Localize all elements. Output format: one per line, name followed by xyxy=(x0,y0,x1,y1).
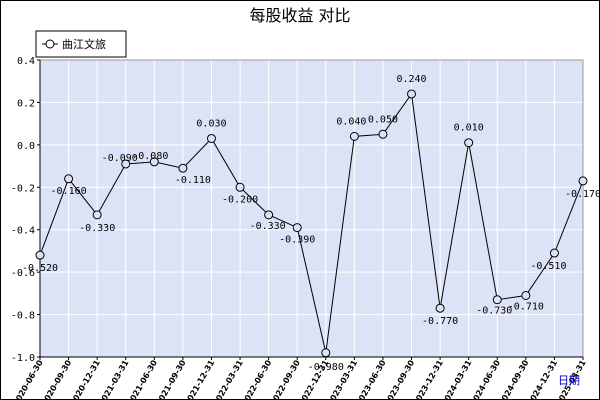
y-axis: 0.4 0.2 0.0 -0.2 -0.4 -0.6 -0.8 -1.0 xyxy=(11,56,41,364)
data-point-marker xyxy=(378,129,388,139)
x-tick-label: 2022-03-31 xyxy=(211,358,245,400)
data-point-marker xyxy=(264,210,274,220)
data-point-marker xyxy=(178,163,188,173)
x-tick-label: 2023-06-30 xyxy=(354,358,388,400)
y-tick-label: -1.0 xyxy=(11,353,35,364)
data-label: -0.330 xyxy=(250,221,286,232)
data-label: -0.770 xyxy=(422,316,458,327)
data-point-marker xyxy=(492,295,502,305)
x-tick-label: 2020-06-30 xyxy=(11,358,45,400)
legend-series-name: 曲江文旅 xyxy=(62,37,106,51)
x-tick-label: 2020-12-31 xyxy=(69,358,103,400)
x-axis: 2020-06-302020-09-302020-12-312021-03-31… xyxy=(11,356,588,400)
date-axis-link[interactable]: 日期 xyxy=(558,374,580,387)
data-label: 0.040 xyxy=(336,116,366,127)
data-point-marker xyxy=(149,157,159,167)
data-label: -0.980 xyxy=(308,362,344,373)
data-point-marker xyxy=(121,159,131,169)
x-tick-label: 2023-12-31 xyxy=(411,358,445,400)
data-label: -0.510 xyxy=(530,261,566,272)
y-tick-label: -0.4 xyxy=(11,226,35,237)
x-tick-label: 2024-12-31 xyxy=(526,358,560,400)
y-tick-label: -0.6 xyxy=(11,268,35,279)
data-point-marker xyxy=(292,223,302,233)
data-label: -0.200 xyxy=(222,194,258,205)
data-label: -0.160 xyxy=(51,186,87,197)
x-tick-label: 2024-06-30 xyxy=(469,358,503,400)
data-point-marker xyxy=(206,133,216,143)
data-point-marker xyxy=(349,131,359,141)
x-tick-label: 2021-12-31 xyxy=(183,358,217,400)
data-point-marker xyxy=(578,176,588,186)
data-label: -0.730 xyxy=(476,306,512,317)
data-point-marker xyxy=(35,250,45,260)
data-point-marker xyxy=(435,303,445,313)
y-tick-label: -0.8 xyxy=(11,311,35,322)
data-point-marker xyxy=(521,290,531,300)
data-point-marker xyxy=(64,174,74,184)
data-label: -0.710 xyxy=(508,301,544,312)
data-point-marker xyxy=(235,182,245,192)
data-point-marker xyxy=(407,89,417,99)
data-label: 0.030 xyxy=(196,118,226,129)
series-line xyxy=(39,92,584,353)
data-label: -0.090 xyxy=(102,153,138,164)
x-tick-label: 2021-09-30 xyxy=(154,358,188,400)
chart-title: 每股收益 对比 xyxy=(249,6,350,25)
data-label: -0.170 xyxy=(565,189,600,200)
x-tick-label: 2022-09-30 xyxy=(269,358,303,400)
plot-area xyxy=(39,59,584,358)
x-tick-label: 2021-03-31 xyxy=(97,358,131,400)
legend: 曲江文旅 xyxy=(35,30,127,58)
data-point-marker xyxy=(464,138,474,148)
y-tick-label: 0.4 xyxy=(17,56,35,67)
plot-background xyxy=(40,60,583,357)
data-label: -0.390 xyxy=(279,235,315,246)
data-point-marker xyxy=(549,248,559,258)
y-tick-label: -0.2 xyxy=(11,183,35,194)
data-label: -0.520 xyxy=(22,263,58,274)
x-tick-label: 2022-06-30 xyxy=(240,358,274,400)
data-point-marker xyxy=(92,210,102,220)
data-label: -0.110 xyxy=(175,175,211,186)
legend-marker-icon xyxy=(45,39,55,49)
data-label: 0.010 xyxy=(454,123,484,134)
data-label: 0.240 xyxy=(396,74,426,85)
series-layer: -0.520 -0.160 -0.330 -0.090-0.080 -0.110 0.03… xyxy=(22,74,600,373)
x-tick-label: 2024-09-30 xyxy=(497,358,531,400)
x-tick-label: 2024-03-31 xyxy=(440,358,474,400)
y-tick-label: 0.0 xyxy=(17,141,35,152)
y-tick-label: 0.2 xyxy=(17,98,35,109)
x-tick-label: 2023-09-30 xyxy=(383,358,417,400)
data-point-marker xyxy=(321,348,331,358)
data-label: -0.080 xyxy=(132,151,168,162)
x-tick-label: 2021-06-30 xyxy=(126,358,160,400)
data-label: 0.050 xyxy=(368,114,398,125)
x-tick-label: 2020-09-30 xyxy=(40,358,74,400)
data-label: -0.330 xyxy=(79,223,115,234)
